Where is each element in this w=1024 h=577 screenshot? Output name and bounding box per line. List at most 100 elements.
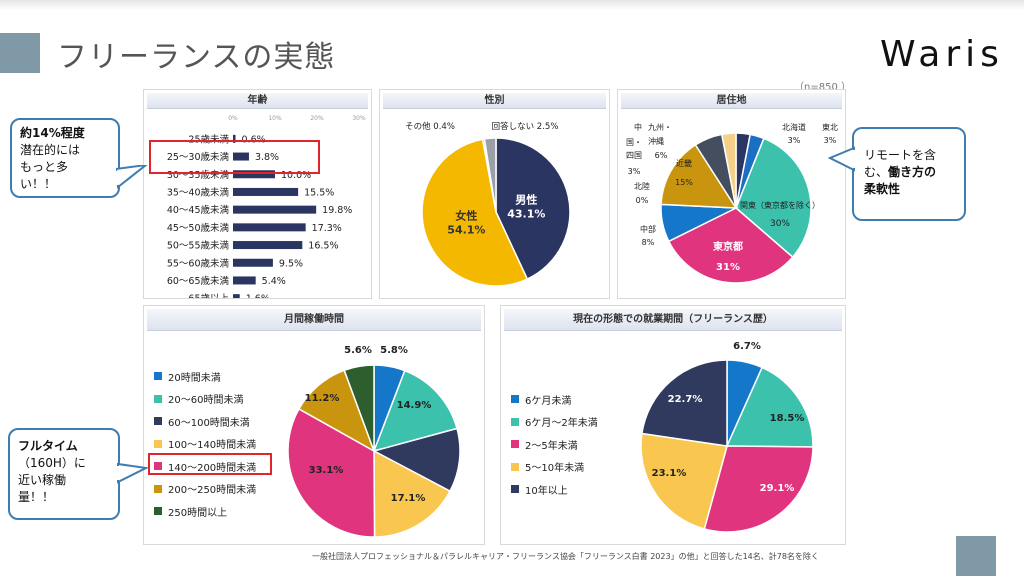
hours-legend-item: 250時間以上: [154, 500, 256, 523]
age-category-label: 25歳未満: [188, 133, 229, 145]
residence-slice: [660, 143, 738, 209]
residence-callout-pointer: [828, 146, 856, 172]
hours-legend-item: 100～140時間未満: [154, 433, 256, 456]
age-callout-pointer: [116, 165, 148, 189]
hours-legend-swatch: [154, 439, 162, 448]
tenure-panel: 現在の形態での就業期間（フリーランス歴） 6ケ月未満 6ケ月～2年未満 2～5年未満…: [500, 305, 846, 545]
residence-callout-headline: 働き方の: [888, 165, 937, 179]
tenure-value-label: 18.5%: [770, 413, 805, 424]
tenure-legend-item: 10年以上: [511, 478, 598, 501]
tenure-legend-swatch: [511, 417, 519, 426]
tenure-legend-label: 2～5年未満: [525, 440, 578, 452]
hours-slice: [343, 364, 375, 452]
hours-legend: 20時間未満 20～60時間未満 60～100時間未満 100～140時間未満 140～…: [154, 365, 256, 523]
age-bar: [233, 134, 236, 143]
age-callout-text-2: もっと多: [20, 160, 69, 174]
gender-slice-label: 男性: [515, 192, 537, 206]
tenure-value-label: 22.7%: [668, 394, 703, 405]
age-bar: [233, 152, 249, 161]
age-callout-headline: 約14%程度: [20, 126, 85, 140]
tenure-slice: [703, 445, 814, 533]
age-category-label: 40～45歳未満: [167, 204, 230, 216]
tenure-panel-title: 現在の形態での就業期間（フリーランス歴）: [504, 309, 842, 331]
gender-other-label: その他 0.4%: [405, 121, 455, 132]
gender-slice-value: 43.1%: [507, 207, 545, 220]
hours-callout-pointer: [116, 462, 150, 484]
age-axis-tick: 20%: [310, 115, 324, 122]
age-value-label: 0.6%: [242, 134, 266, 145]
hours-legend-label: 60～100時間未満: [168, 417, 250, 429]
hours-legend-swatch: [154, 372, 162, 381]
hours-panel: 月間稼働時間 20時間未満 20～60時間未満 60～100時間未満 100～140時…: [143, 305, 485, 545]
hours-callout-headline: フルタイム: [18, 439, 78, 453]
residence-label: 九州・: [648, 123, 672, 132]
hours-legend-label: 200～250時間未満: [168, 485, 257, 497]
age-callout: 約14%程度 潜在的には もっと多 い！！: [10, 118, 120, 198]
tenure-legend-label: 10年以上: [525, 485, 568, 497]
residence-callout-text-2: む、: [864, 165, 889, 179]
residence-label: 関東（東京都を除く）: [740, 200, 820, 210]
age-bar: [233, 170, 275, 179]
hours-legend-label: 20時間未満: [168, 372, 221, 384]
tenure-legend-swatch: [511, 440, 519, 449]
age-bar: [233, 223, 306, 232]
residence-label: 北海道: [782, 122, 806, 132]
hours-value-label: 14.9%: [397, 400, 432, 411]
age-bar: [233, 258, 273, 267]
hours-value-label: 11.2%: [305, 393, 340, 404]
tenure-value-label: 6.7%: [733, 341, 761, 352]
age-value-label: 16.5%: [308, 241, 338, 252]
tenure-legend-swatch: [511, 395, 519, 404]
hours-legend-label: 20～60時間未満: [168, 395, 244, 407]
hours-callout-text-2: 近い稼働: [18, 473, 67, 487]
hours-value-label: 5.8%: [380, 345, 408, 356]
age-value-label: 15.5%: [304, 187, 334, 198]
residence-label: 6%: [655, 151, 668, 160]
tenure-slice: [725, 366, 814, 448]
title-accent-square: [0, 33, 40, 73]
age-bar: [233, 187, 299, 196]
hours-slice: [372, 369, 458, 453]
residence-label: 3%: [628, 167, 641, 176]
residence-callout-headline-2: 柔軟性: [864, 182, 901, 196]
age-category-label: 25～30歳未満: [167, 151, 230, 163]
gender-slice: [495, 137, 571, 281]
sample-size-note: （n=850 ）: [794, 82, 851, 93]
top-band: [0, 0, 1024, 10]
gender-slice: [483, 137, 497, 213]
residence-label: 3%: [788, 136, 801, 145]
hours-legend-item: 20時間未満: [154, 365, 256, 388]
age-value-label: 1.6%: [246, 294, 270, 298]
age-category-label: 50～55歳未満: [167, 240, 230, 252]
age-bar: [233, 205, 317, 214]
age-panel: 年齢 0% 10% 20% 30% 25歳未満 0.6% 25～30歳未満 3.8% 30～35…: [143, 89, 372, 299]
tenure-legend-swatch: [511, 485, 519, 494]
hours-value-label: 17.1%: [391, 493, 426, 504]
tenure-value-label: 29.1%: [760, 483, 795, 494]
age-value-label: 19.8%: [322, 205, 352, 216]
gender-slice-value: 54.1%: [447, 223, 485, 236]
hours-callout: フルタイム （160H）に 近い稼働 量！！: [8, 428, 120, 520]
hours-legend-swatch: [154, 394, 162, 403]
age-callout-text-3: い！！: [20, 177, 57, 191]
age-value-label: 5.4%: [262, 276, 286, 287]
age-category-label: 65歳以上: [188, 293, 229, 298]
tenure-legend-item: 2～5年未満: [511, 433, 598, 456]
tenure-slice: [641, 359, 728, 447]
gender-panel-title: 性別: [383, 93, 606, 109]
hours-legend-swatch: [154, 462, 162, 471]
age-value-label: 17.3%: [312, 223, 342, 234]
hours-slice: [373, 449, 452, 538]
residence-label: 15%: [675, 178, 693, 187]
hours-slice: [371, 427, 461, 493]
brand-logo: Waris: [880, 34, 1004, 75]
age-category-label: 55～60歳未満: [167, 257, 230, 269]
hours-legend-swatch: [154, 507, 162, 516]
age-axis-tick: 30%: [352, 115, 366, 122]
bottom-accent-square: [956, 536, 996, 576]
hours-legend-item: 140～200時間未満: [154, 455, 256, 478]
residence-callout: リモートを含 む、働き方の 柔軟性: [852, 127, 966, 221]
residence-panel-title: 居住地: [621, 93, 842, 109]
age-category-label: 30～35歳未満: [167, 169, 230, 181]
hours-highlight-box: [148, 453, 272, 475]
